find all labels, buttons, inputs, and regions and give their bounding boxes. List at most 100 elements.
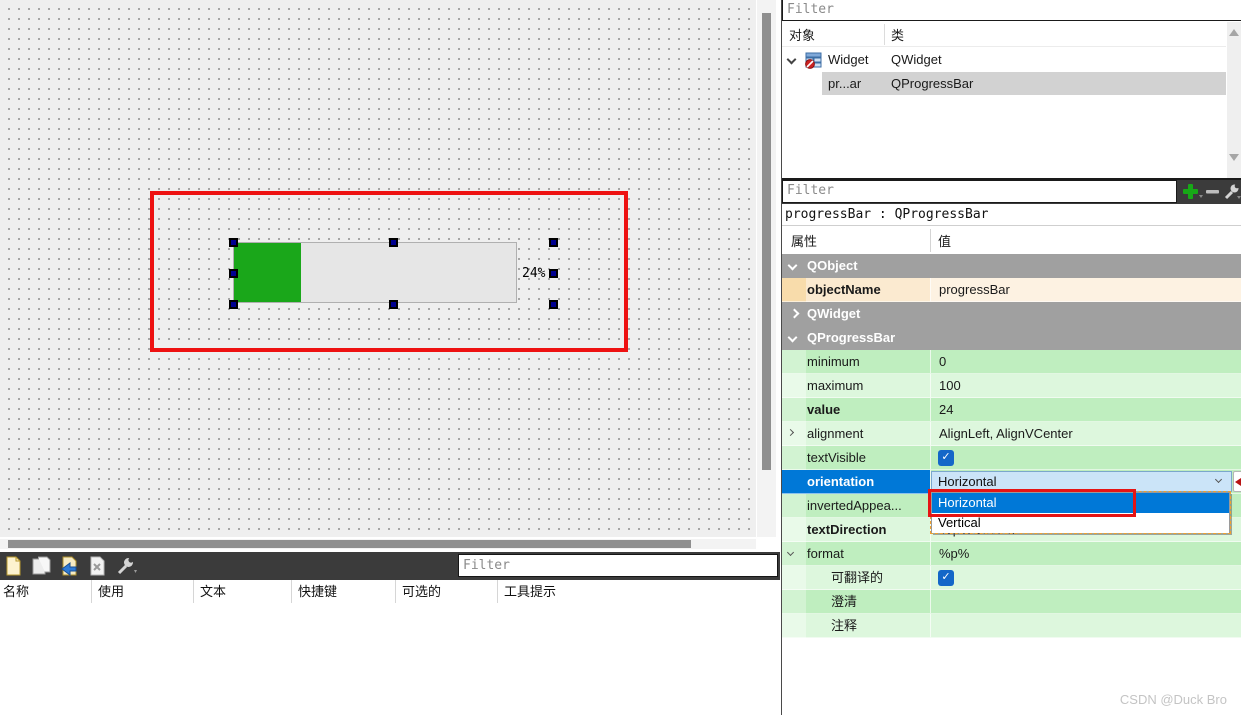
group-label: QObject (807, 258, 858, 273)
property-row-translatable[interactable]: 可翻译的 (782, 566, 1241, 590)
dropdown-item-horizontal[interactable]: Horizontal (932, 493, 1229, 513)
property-filter-input[interactable]: Filter (782, 180, 1177, 203)
property-row-minimum[interactable]: minimum 0 (782, 350, 1241, 374)
action-col-checkable[interactable]: 可选的 (395, 580, 497, 603)
group-row-qobject[interactable]: QObject (782, 254, 1241, 278)
property-value[interactable]: AlignLeft, AlignVCenter (930, 422, 1241, 446)
progressbar-value-label: 24% (522, 266, 546, 281)
form-horizontal-scrollbar-thumb[interactable] (8, 540, 691, 548)
progressbar-widget[interactable] (233, 242, 517, 303)
delete-action-icon[interactable] (87, 556, 107, 576)
dropdown-item-vertical[interactable]: Vertical (932, 513, 1229, 533)
property-row-textvisible[interactable]: textVisible (782, 446, 1241, 470)
remove-dynamic-property-icon[interactable] (1206, 190, 1220, 194)
scroll-up-icon[interactable] (1229, 29, 1239, 36)
object-column-header[interactable]: 对象 (789, 28, 816, 43)
property-config-wrench-icon[interactable] (1223, 182, 1241, 201)
object-inspector-scrollbar[interactable] (1227, 22, 1241, 178)
watermark-text: CSDN @Duck Bro (1119, 692, 1227, 707)
property-label: minimum (806, 350, 930, 374)
chevron-down-icon[interactable] (1214, 475, 1223, 484)
tree-item-name: Widget (828, 52, 869, 67)
property-value[interactable] (930, 590, 1241, 614)
action-col-used[interactable]: 使用 (91, 580, 193, 603)
add-dynamic-property-icon[interactable] (1182, 183, 1204, 201)
orientation-combobox[interactable]: Horizontal (931, 471, 1232, 492)
action-filter-input[interactable]: Filter (458, 554, 778, 577)
selection-handle-bottom-right[interactable] (549, 300, 558, 309)
property-row-maximum[interactable]: maximum 100 (782, 374, 1241, 398)
selection-handle-mid-right[interactable] (549, 269, 558, 278)
action-col-tooltip[interactable]: 工具提示 (497, 580, 780, 603)
property-label: 可翻译的 (806, 566, 930, 590)
tree-item-name: pr...ar (828, 76, 862, 91)
property-value[interactable]: 24 (930, 398, 1241, 422)
tree-item-class: QProgressBar (891, 76, 974, 91)
paste-action-icon[interactable] (59, 556, 79, 576)
chevron-down-icon[interactable] (787, 332, 798, 343)
form-horizontal-scrollbar[interactable] (0, 539, 756, 549)
configure-actions-wrench-icon[interactable] (115, 556, 137, 576)
property-row-comment[interactable]: 注释 (782, 614, 1241, 638)
column-divider[interactable] (884, 24, 885, 45)
object-inspector-filter-input[interactable]: Filter (782, 0, 1241, 21)
form-vertical-scrollbar[interactable] (757, 0, 776, 537)
selection-handle-top-center[interactable] (389, 238, 398, 247)
chevron-right-icon[interactable] (786, 428, 795, 437)
tree-row-progressbar-selection[interactable] (822, 72, 1226, 95)
scroll-down-icon[interactable] (1229, 154, 1239, 161)
action-col-shortcut[interactable]: 快捷键 (291, 580, 395, 603)
property-row-value[interactable]: value 24 (782, 398, 1241, 422)
property-row-format[interactable]: format %p% (782, 542, 1241, 566)
tree-row-progressbar[interactable]: pr...ar QProgressBar (782, 72, 1226, 96)
form-editor-canvas[interactable]: 24% (0, 0, 756, 537)
value-column-header[interactable]: 值 (938, 234, 952, 249)
property-value-cell (930, 566, 1241, 590)
chevron-down-icon[interactable] (786, 54, 797, 65)
property-value[interactable]: progressBar (930, 278, 1241, 302)
annotation-red-rectangle-dropdown (928, 489, 1136, 517)
new-action-icon[interactable] (3, 556, 23, 576)
property-column-header[interactable]: 属性 (791, 234, 818, 249)
reset-arrow-icon (1235, 478, 1241, 486)
selection-handle-top-right[interactable] (549, 238, 558, 247)
textvisible-checkbox-checked[interactable] (938, 450, 954, 466)
orientation-dropdown-popup: Horizontal Vertical (930, 491, 1231, 534)
column-divider[interactable] (930, 229, 931, 252)
property-value[interactable]: 100 (930, 374, 1241, 398)
right-dock-panel: Filter 对象 类 Widget QWidget (781, 0, 1241, 715)
property-value[interactable]: 0 (930, 350, 1241, 374)
class-column-header[interactable]: 类 (891, 28, 905, 43)
group-row-qwidget[interactable]: QWidget (782, 302, 1241, 326)
property-value[interactable] (930, 614, 1241, 638)
action-table-body[interactable] (0, 603, 780, 715)
reset-property-button[interactable] (1233, 471, 1241, 492)
chevron-down-icon[interactable] (787, 260, 798, 271)
object-inspector-header: 对象 类 (782, 22, 1226, 47)
annotation-red-rectangle-form (150, 191, 628, 352)
action-table-header: 名称 使用 文本 快捷键 可选的 工具提示 (0, 580, 780, 603)
tree-row-widget[interactable]: Widget QWidget (782, 48, 1226, 72)
selection-handle-bottom-left[interactable] (229, 300, 238, 309)
group-row-qprogressbar[interactable]: QProgressBar (782, 326, 1241, 350)
property-label: 澄清 (806, 590, 930, 614)
translatable-checkbox-checked[interactable] (938, 570, 954, 586)
form-vertical-scrollbar-thumb[interactable] (762, 13, 771, 470)
property-label: alignment (806, 422, 930, 446)
property-value[interactable]: %p% (930, 542, 1241, 566)
action-col-text[interactable]: 文本 (193, 580, 291, 603)
widget-icon (805, 52, 822, 69)
property-row-objectname[interactable]: objectName progressBar (782, 278, 1241, 302)
property-editor-selection-title: progressBar : QProgressBar (782, 204, 1241, 226)
copy-action-icon[interactable] (31, 556, 51, 576)
property-row-alignment[interactable]: alignment AlignLeft, AlignVCenter (782, 422, 1241, 446)
chevron-right-icon[interactable] (789, 308, 800, 319)
action-col-name[interactable]: 名称 (3, 584, 30, 599)
property-editor-toolbar: Filter (782, 180, 1241, 204)
selection-handle-top-left[interactable] (229, 238, 238, 247)
selection-handle-mid-left[interactable] (229, 269, 238, 278)
property-row-disambiguation[interactable]: 澄清 (782, 590, 1241, 614)
chevron-down-icon[interactable] (786, 548, 795, 557)
property-label: objectName (806, 278, 930, 302)
selection-handle-bottom-center[interactable] (389, 300, 398, 309)
